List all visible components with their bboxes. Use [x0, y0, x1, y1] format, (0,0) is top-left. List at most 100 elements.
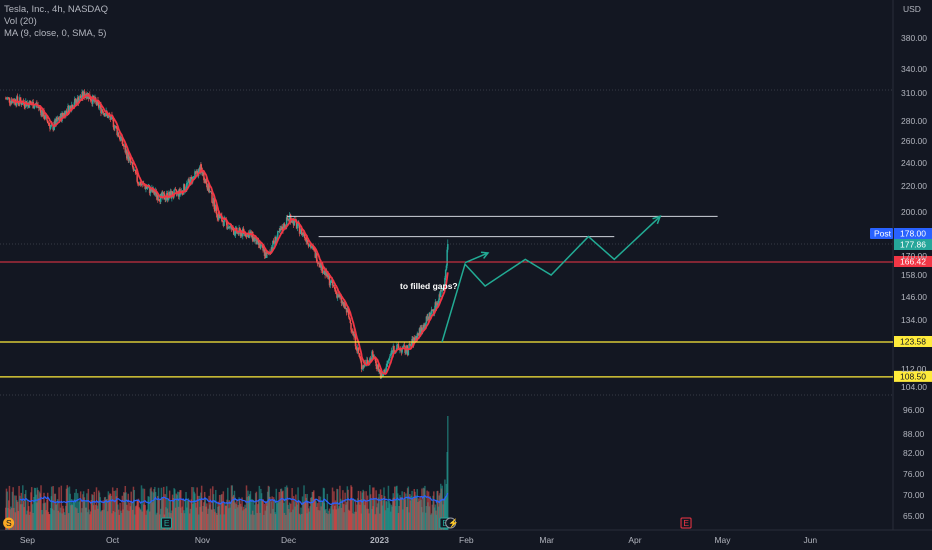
volume-bar	[52, 486, 54, 530]
candle-body	[171, 191, 174, 197]
volume-bar	[359, 491, 362, 530]
time-axis[interactable]: Sep Oct Nov Dec 2023 Feb Mar Apr May Jun	[20, 535, 818, 545]
news-marker	[445, 517, 457, 529]
candle-body	[205, 179, 207, 184]
price-tick-label: 112.00	[901, 364, 927, 374]
volume-bar	[86, 493, 88, 530]
candle-body	[370, 358, 373, 360]
candle-body	[53, 127, 55, 130]
candle-body	[172, 196, 175, 198]
candle-body	[307, 239, 309, 244]
price-tag	[894, 256, 932, 267]
volume-bar	[255, 491, 258, 530]
volume-tick-label: 96.00	[903, 405, 925, 415]
event-label: E	[683, 518, 689, 528]
time-tick-label: Dec	[281, 535, 297, 545]
candle-body	[385, 366, 387, 371]
candle-body	[167, 199, 169, 200]
candle-body	[215, 204, 218, 215]
volume-bar	[46, 492, 49, 530]
candle-body	[430, 313, 432, 318]
time-tick-label: Feb	[459, 535, 474, 545]
candlesticks[interactable]	[4, 89, 449, 379]
candle-body	[310, 247, 313, 249]
candle-body	[303, 233, 306, 239]
volume-bar	[407, 486, 410, 530]
candle-body	[154, 193, 156, 195]
candle-body	[410, 344, 413, 347]
candle-body	[121, 136, 124, 144]
candle-body	[251, 231, 254, 241]
chart-legend: Tesla, Inc., 4h, NASDAQ Vol (20) MA (9, …	[4, 4, 108, 40]
time-tick-label: Mar	[539, 535, 554, 545]
candle-body	[339, 294, 341, 297]
candle-body	[127, 152, 130, 161]
candle-body	[218, 214, 221, 218]
candle-body	[110, 115, 113, 120]
candle-body	[206, 183, 208, 188]
volume-tick-label: 82.00	[903, 448, 925, 458]
candle-body	[293, 219, 296, 226]
candle-body	[334, 289, 337, 292]
ma-line[interactable]: MA (9, close, 0, SMA, 5)	[4, 28, 107, 39]
symbol-line[interactable]: Tesla, Inc., 4h, NASDAQ	[4, 4, 109, 15]
volume-bar	[200, 485, 203, 530]
candle-body	[386, 360, 389, 364]
candle-body	[331, 279, 334, 286]
candle-body	[157, 195, 159, 201]
candle-body	[381, 375, 384, 377]
candle-body	[296, 226, 299, 229]
candle-body	[48, 123, 50, 125]
candle-body	[348, 317, 351, 320]
volume-bar	[87, 488, 90, 530]
candle-body	[39, 107, 42, 110]
candle-body	[254, 239, 256, 242]
candle-body	[447, 244, 449, 250]
forecast-drawing[interactable]	[441, 215, 662, 343]
candle-body	[417, 333, 419, 335]
candle-body	[234, 228, 237, 236]
event-markers[interactable]: S E E ⚡ E	[3, 517, 692, 529]
candle-body	[272, 240, 274, 249]
volume-bar	[326, 493, 329, 530]
price-tag	[894, 370, 932, 382]
candle-body	[344, 302, 346, 309]
volume-bar	[396, 493, 399, 530]
candle-body	[79, 96, 82, 99]
candle-body	[131, 162, 134, 168]
candle-body	[424, 323, 427, 327]
candle-body	[239, 227, 241, 231]
candle-body	[438, 294, 441, 301]
volume-bar	[424, 485, 426, 530]
candle-body	[350, 323, 352, 330]
candle-body	[118, 136, 121, 138]
candle-body	[219, 216, 222, 218]
candle-body	[226, 222, 228, 229]
candle-body	[328, 275, 331, 286]
candle-body	[68, 106, 71, 114]
candle-body	[366, 359, 369, 364]
volume-tick-label: 88.00	[903, 429, 925, 439]
candle-body	[117, 132, 120, 137]
candle-body	[421, 327, 423, 333]
candle-body	[162, 192, 164, 197]
gap-arrowhead	[480, 251, 490, 259]
candle-body	[435, 305, 438, 308]
time-tick-label: Nov	[195, 535, 211, 545]
price-tag-label: 108.50	[900, 371, 926, 381]
candle-body	[186, 183, 188, 189]
candle-body	[18, 103, 20, 105]
volume-line[interactable]: Vol (20)	[4, 16, 37, 27]
annotation-text: to filled gaps?	[400, 281, 458, 291]
ma-line	[11, 93, 449, 375]
candle-body	[188, 179, 190, 181]
price-axis[interactable]: USD 380.00 340.00 310.00 280.00 260.00 240.00 2…	[901, 4, 927, 521]
forecast-path	[441, 215, 661, 343]
candle-body	[408, 344, 410, 349]
candle-body	[444, 269, 447, 278]
time-tick-label: Jun	[803, 535, 817, 545]
candle-body	[158, 199, 161, 201]
split-marker	[3, 517, 15, 529]
